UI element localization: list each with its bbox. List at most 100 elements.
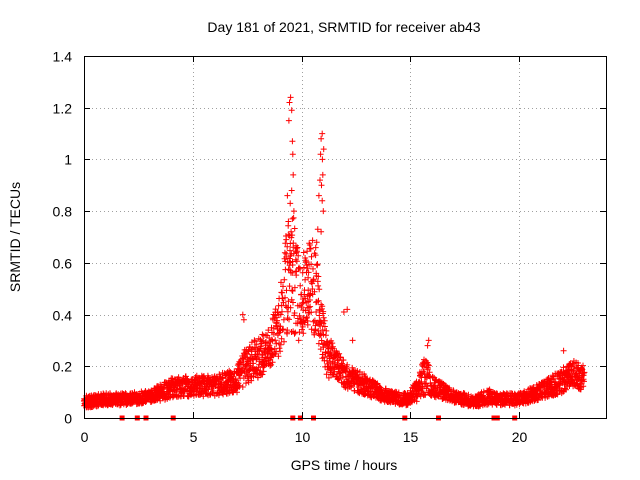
data-point — [283, 254, 290, 260]
data-point — [446, 386, 453, 393]
data-point — [307, 245, 314, 252]
data-point — [273, 340, 280, 347]
data-point — [306, 297, 313, 303]
data-point-peak — [287, 94, 294, 101]
data-point-peak — [344, 306, 351, 313]
y-tick-label: 0.6 — [53, 256, 73, 272]
data-point-peak — [340, 309, 347, 315]
data-point-peak — [285, 117, 292, 124]
data-point-peak — [290, 208, 297, 215]
data-point — [284, 243, 291, 250]
data-point-peak — [319, 156, 326, 163]
data-point — [299, 323, 306, 330]
data-point — [426, 369, 433, 376]
data-point-peak — [319, 171, 326, 178]
data-point — [545, 375, 552, 381]
data-point-peak — [286, 99, 293, 106]
data-point — [252, 338, 258, 345]
data-point — [281, 276, 288, 283]
y-tick-label: 1.2 — [53, 101, 73, 117]
x-tick-label: 10 — [295, 429, 311, 445]
data-point-peak — [283, 236, 290, 243]
data-point-peak — [318, 182, 325, 189]
data-point-peak — [425, 337, 432, 344]
data-point-peak — [318, 228, 325, 235]
data-point-peak — [240, 316, 247, 323]
data-point — [580, 383, 587, 390]
data-point — [320, 320, 327, 327]
data-point — [197, 382, 204, 389]
data-point — [275, 353, 282, 360]
data-point — [280, 283, 286, 290]
data-point — [323, 327, 330, 334]
data-point-peak — [424, 342, 431, 349]
y-axis-label: SRMTID / TECUs — [7, 182, 23, 292]
data-point-peak — [314, 226, 321, 233]
data-point — [315, 282, 322, 289]
data-point — [283, 287, 290, 294]
data-point — [289, 288, 296, 294]
data-point — [280, 326, 287, 333]
data-point-peak — [318, 135, 325, 142]
data-point — [307, 303, 314, 310]
y-tick-label: 0.2 — [53, 359, 73, 375]
y-tick-label: 0.8 — [53, 204, 73, 220]
data-point — [220, 375, 226, 382]
data-point-peak — [560, 347, 567, 354]
data-point — [262, 354, 269, 361]
y-tick-label: 0 — [64, 411, 72, 427]
data-point — [581, 378, 587, 385]
data-point — [281, 249, 288, 256]
data-point-peak — [288, 107, 295, 114]
data-point — [309, 280, 316, 287]
data-point — [311, 288, 318, 295]
data-point — [298, 304, 305, 310]
data-point-peak — [315, 192, 322, 199]
data-point — [297, 265, 304, 272]
data-point — [315, 340, 322, 347]
data-point — [282, 294, 288, 301]
data-point — [329, 343, 336, 350]
data-point — [421, 363, 427, 370]
data-point-peak — [290, 171, 297, 178]
data-point — [300, 330, 307, 337]
data-point — [348, 383, 355, 390]
data-point — [343, 365, 350, 372]
data-point — [299, 326, 305, 333]
data-point — [272, 337, 279, 344]
data-point — [556, 382, 562, 389]
data-point — [305, 274, 312, 281]
data-point — [425, 362, 432, 369]
data-point-peak — [288, 187, 295, 194]
data-point-peak — [287, 200, 294, 207]
data-point — [288, 296, 295, 303]
data-point — [321, 317, 328, 324]
data-point-peak — [313, 239, 320, 246]
data-point-peak — [285, 218, 292, 225]
data-point-peak — [320, 146, 327, 153]
data-point — [563, 386, 569, 393]
data-point — [395, 389, 402, 396]
data-point — [280, 316, 287, 323]
data-point-peak — [319, 130, 326, 137]
data-point — [305, 310, 312, 316]
data-point — [277, 341, 284, 348]
data-point — [267, 362, 274, 369]
data-point — [277, 311, 284, 318]
data-point-peak — [317, 151, 324, 158]
data-point — [425, 361, 432, 368]
axis-ticks: 0 5 10 15 20 0 0.2 0.4 0.6 0.8 1 1.2 1.4 — [53, 49, 606, 445]
data-point — [286, 283, 293, 290]
data-point — [335, 361, 341, 368]
data-point — [308, 253, 315, 260]
data-point — [255, 354, 262, 361]
grid-lines — [84, 56, 606, 418]
data-point-peak — [300, 249, 307, 256]
data-point — [235, 366, 242, 373]
data-point — [308, 261, 315, 268]
data-point — [281, 338, 287, 345]
data-point — [304, 265, 311, 272]
data-point — [234, 389, 240, 396]
